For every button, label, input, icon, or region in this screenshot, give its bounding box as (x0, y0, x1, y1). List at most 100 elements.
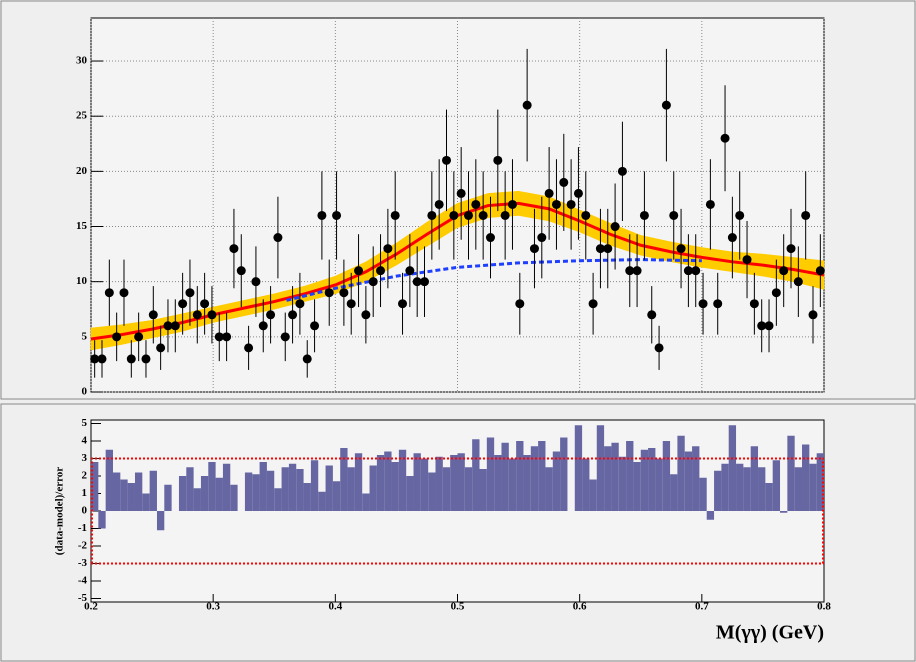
data-point (376, 266, 386, 276)
bar (332, 481, 341, 511)
x-tick-label: 0.5 (451, 601, 465, 613)
data-point (170, 321, 180, 331)
bar (120, 479, 128, 511)
data-point (317, 210, 327, 220)
data-point (119, 288, 129, 298)
bar (662, 441, 671, 511)
bar (457, 453, 465, 511)
bar (765, 483, 773, 511)
bar (413, 453, 421, 511)
data-point (588, 299, 598, 309)
bar (318, 491, 326, 511)
data-point (97, 354, 107, 364)
data-point (420, 277, 430, 287)
data-point (185, 288, 195, 298)
y-tick-label: -2 (78, 540, 88, 552)
bar (362, 493, 370, 511)
data-point (288, 310, 298, 320)
bar (706, 511, 715, 520)
bar (428, 472, 436, 511)
bar (127, 483, 135, 511)
bar (802, 444, 810, 511)
data-point (148, 310, 158, 320)
data-point (456, 188, 466, 198)
bar (640, 449, 649, 511)
y-tick-label: 5 (82, 417, 88, 429)
bar (186, 467, 194, 511)
bar (222, 463, 231, 511)
data-point (471, 199, 481, 209)
bar (281, 467, 289, 511)
bar (596, 425, 605, 511)
data-point (178, 299, 188, 309)
bar (655, 458, 663, 511)
y-tick-label: 20 (76, 165, 88, 177)
bar (626, 441, 634, 511)
data-point (200, 299, 210, 309)
x-tick-label: 0.7 (695, 601, 709, 613)
data-point (683, 266, 693, 276)
data-point (346, 299, 356, 309)
data-point (617, 166, 627, 176)
data-point (500, 210, 510, 220)
bar (530, 446, 539, 511)
bar (604, 446, 612, 511)
data-point (647, 310, 657, 320)
bar (406, 476, 414, 511)
data-point (126, 354, 136, 364)
bar (560, 437, 568, 511)
x-axis-label: M(γγ) (GeV) (716, 622, 824, 644)
bar (758, 467, 766, 511)
y-axis-label: (data-model)/error (54, 467, 66, 555)
data-point (551, 199, 561, 209)
data-point (559, 177, 569, 187)
data-point (295, 299, 305, 309)
bar (787, 435, 795, 511)
data-point (522, 100, 532, 110)
bar (611, 442, 619, 511)
data-point (332, 210, 342, 220)
bar (816, 453, 824, 511)
data-point (310, 321, 320, 331)
data-point (691, 266, 701, 276)
data-point (529, 244, 539, 254)
data-point (720, 133, 730, 143)
bar (633, 462, 641, 511)
bar (252, 474, 260, 511)
bar (692, 446, 700, 511)
data-point (463, 210, 473, 220)
bar (618, 456, 627, 511)
y-tick-label: 10 (76, 275, 88, 287)
data-point (742, 255, 752, 265)
x-tick-label: 0.4 (328, 601, 342, 613)
y-tick-label: 4 (82, 435, 88, 447)
bar (340, 448, 348, 511)
data-point (390, 210, 400, 220)
data-point (192, 310, 202, 320)
bar (574, 425, 583, 511)
background-line (286, 258, 702, 302)
bar (809, 463, 817, 511)
data-point (581, 210, 591, 220)
bar (156, 511, 165, 531)
bar (266, 470, 275, 511)
bar (208, 462, 216, 511)
data-point (537, 233, 547, 243)
bar (230, 484, 238, 511)
data-point (485, 233, 495, 243)
data-point (493, 155, 503, 165)
bar (142, 493, 150, 511)
bar (450, 455, 458, 511)
bar (780, 511, 788, 513)
y-tick-label: 15 (76, 220, 88, 232)
data-point (258, 321, 268, 331)
bar (699, 477, 707, 511)
bar (523, 455, 531, 511)
data-point (412, 277, 422, 287)
data-point (90, 354, 100, 364)
bar (200, 476, 209, 511)
bar (772, 460, 781, 511)
y-tick-label: 0 (82, 505, 88, 517)
data-point (222, 332, 232, 342)
